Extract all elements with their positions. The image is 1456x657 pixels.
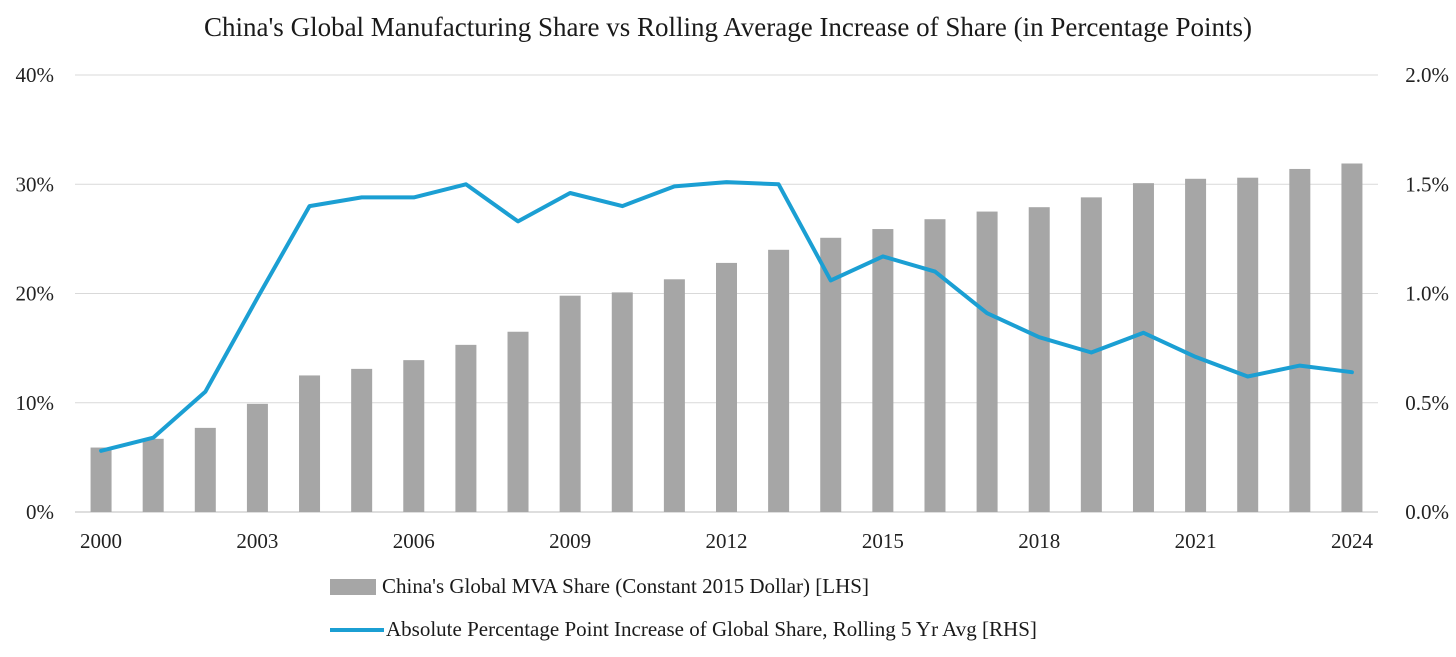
x-axis-tick-label: 2000	[80, 529, 122, 553]
left-axis-ticks: 0% 10% 20% 30% 40%	[16, 63, 55, 524]
left-axis-tick-label: 20%	[16, 282, 55, 306]
bar	[90, 447, 112, 512]
bar	[1289, 168, 1311, 512]
bar	[663, 279, 685, 512]
series-line	[99, 180, 1354, 453]
x-axis-tick-label: 2021	[1175, 529, 1217, 553]
bar	[1028, 207, 1050, 512]
x-axis-tick-label: 2024	[1331, 529, 1374, 553]
bar	[403, 360, 425, 512]
bar	[768, 249, 790, 513]
bar	[976, 211, 998, 512]
chart-title: China's Global Manufacturing Share vs Ro…	[203, 12, 1253, 42]
x-axis-ticks: 2000 2003 2006 2009 2012 2015 2018 2021 2024	[80, 529, 1373, 553]
bar	[246, 403, 268, 512]
x-axis-tick-label: 2015	[862, 529, 904, 553]
x-axis-tick-label: 2018	[1018, 529, 1060, 553]
bar	[194, 427, 216, 512]
left-axis-tick-label: 40%	[16, 63, 55, 87]
right-axis-tick-label: 0.0%	[1405, 500, 1449, 524]
left-axis-tick-label: 10%	[16, 391, 55, 415]
right-axis-tick-label: 2.0%	[1405, 63, 1449, 87]
bar	[1080, 197, 1102, 513]
bar	[299, 375, 321, 512]
left-axis-tick-label: 30%	[16, 172, 55, 196]
bar	[1132, 183, 1154, 512]
bar	[559, 295, 581, 512]
bar	[351, 368, 373, 512]
legend-swatch-line	[330, 627, 384, 632]
bar	[716, 262, 737, 512]
bar	[820, 237, 842, 512]
bar	[924, 219, 946, 512]
bar	[507, 331, 529, 512]
legend-item-bars: China's Global MVA Share (Constant 2015 …	[330, 574, 869, 599]
bar	[142, 438, 164, 512]
x-axis-tick-label: 2009	[549, 529, 591, 553]
bar-series	[90, 163, 1363, 513]
bar	[872, 229, 894, 513]
bar	[1185, 178, 1207, 512]
legend-item-line: Absolute Percentage Point Increase of Gl…	[330, 617, 1037, 642]
left-axis-tick-label: 0%	[26, 500, 54, 524]
bar	[611, 292, 633, 512]
right-axis-tick-label: 1.5%	[1405, 172, 1449, 196]
legend-label-bars: China's Global MVA Share (Constant 2015 …	[382, 574, 869, 598]
right-axis-tick-label: 0.5%	[1405, 391, 1449, 415]
line-series	[99, 180, 1354, 453]
bar	[455, 344, 477, 512]
x-axis-tick-label: 2012	[706, 529, 748, 553]
x-axis-tick-label: 2003	[236, 529, 278, 553]
right-axis-tick-label: 1.0%	[1405, 282, 1449, 306]
bar	[1237, 177, 1259, 512]
bar	[1341, 163, 1363, 512]
legend-label-line: Absolute Percentage Point Increase of Gl…	[386, 617, 1037, 641]
x-axis-tick-label: 2006	[393, 529, 435, 553]
legend-swatch-bars	[330, 578, 376, 595]
right-axis-ticks: 0.0% 0.5% 1.0% 1.5% 2.0%	[1405, 63, 1449, 524]
